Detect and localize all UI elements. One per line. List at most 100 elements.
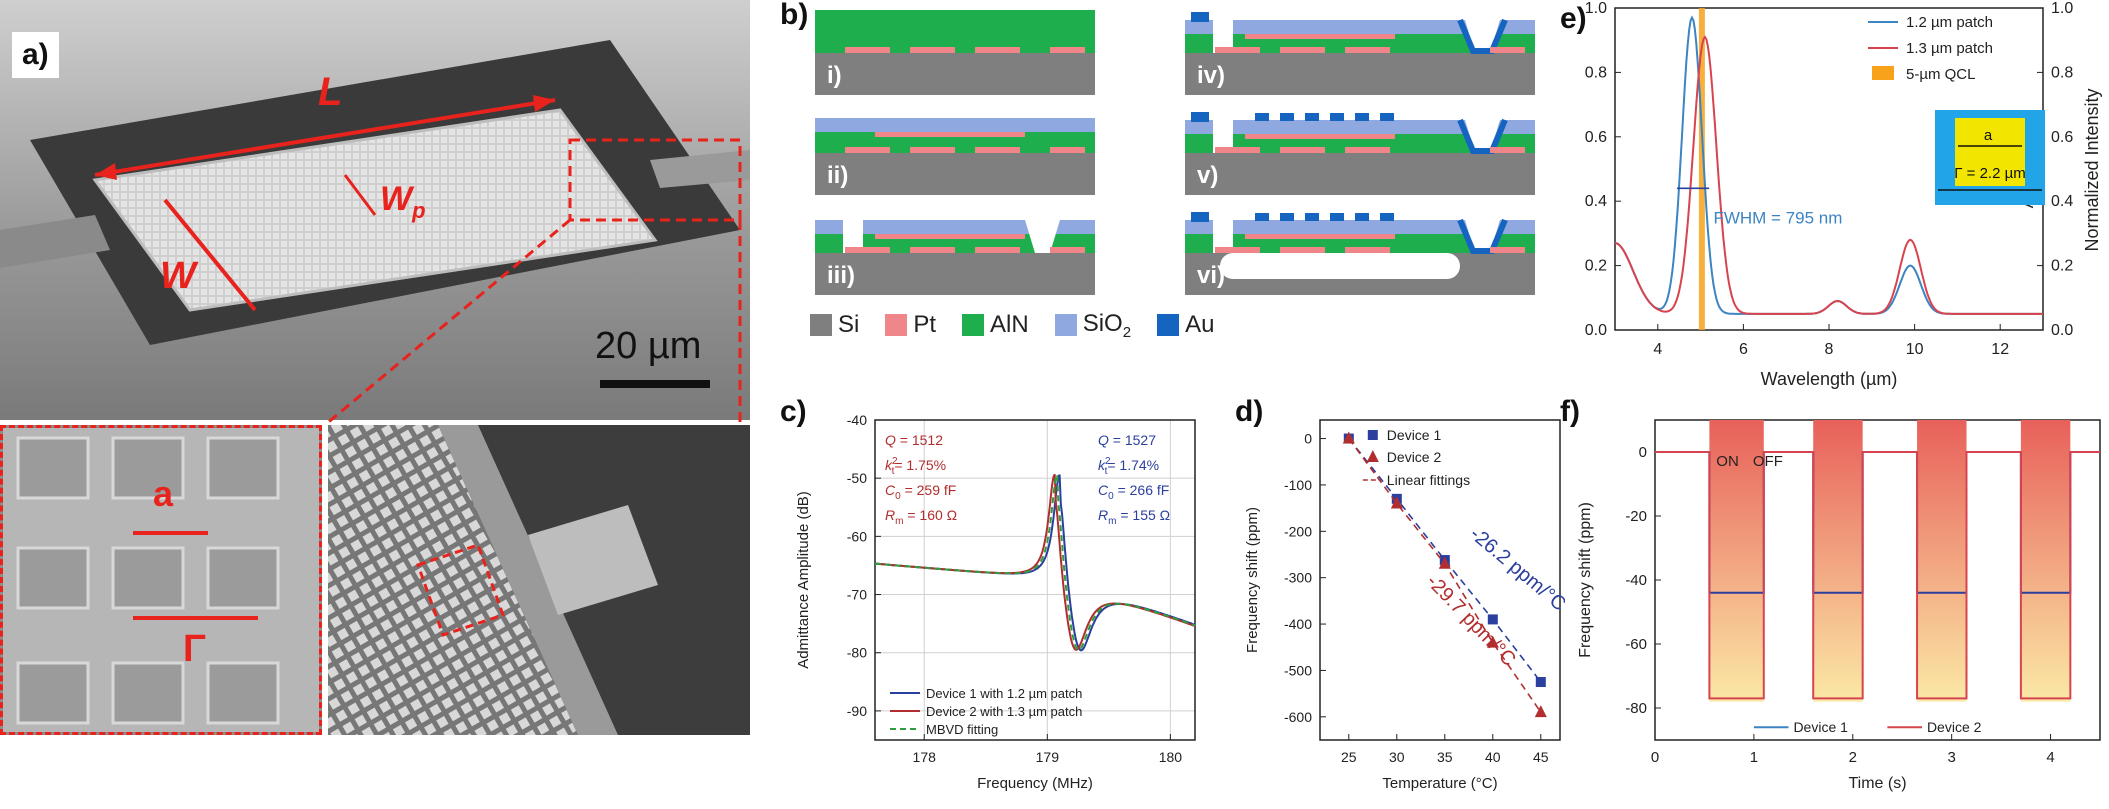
- layer-pt-top: [875, 132, 1025, 137]
- x-tick-label: 10: [1906, 341, 1924, 358]
- process-step-label: i): [827, 62, 842, 89]
- layer-pt-bottom: [1050, 47, 1085, 53]
- legend-label: Au: [1185, 311, 1215, 339]
- annotation-sub: t: [892, 466, 895, 477]
- layer-pt-bottom: [1215, 147, 1260, 153]
- legend-swatch: [1054, 314, 1077, 337]
- process-step-label: vi): [1197, 262, 1225, 289]
- layer-sio2: [815, 118, 1095, 132]
- x-tick-label: 35: [1437, 749, 1453, 765]
- layer-pt-bottom: [1280, 47, 1325, 53]
- inset-a-label: a: [1984, 127, 1993, 144]
- annotation-symbol: k: [1098, 457, 1106, 473]
- au-patch: [1255, 213, 1269, 221]
- x-tick-label: 12: [1991, 341, 2009, 358]
- annotation-sub: t: [1105, 466, 1108, 477]
- y-tick-label: -80: [847, 645, 867, 661]
- annotation-value: = 259 fF: [901, 482, 957, 498]
- annotation-sub: 0: [1108, 491, 1114, 502]
- layer-pt-bottom: [1345, 147, 1390, 153]
- layer-sio2: [1185, 20, 1535, 34]
- chart-temperature: 25 30 35 40 45 0 -100 -200 -300 -400 -500 -600 Tempe…: [1244, 419, 1570, 792]
- y-tick-label: -20: [1625, 508, 1647, 525]
- layer-pt-bottom: [1345, 247, 1390, 253]
- annotation-right-1: k2 t= 1.74%: [1098, 456, 1159, 477]
- au-patch: [1380, 213, 1394, 221]
- legend-item-sio: SiO2: [1054, 310, 1132, 341]
- annotation-right-0: Q = 1527: [1098, 432, 1156, 448]
- release-cavity: [1220, 253, 1460, 279]
- inset-patch: [1955, 118, 2025, 186]
- sem-main-image: L W Wp 20 µm: [0, 0, 750, 420]
- legend-swatch: [885, 314, 908, 337]
- au-patch: [1380, 113, 1394, 121]
- x-tick-label: 25: [1341, 749, 1357, 765]
- label-gamma: Γ: [183, 628, 206, 670]
- y-tick-label: -500: [1284, 662, 1312, 678]
- label-Wp-sub: p: [412, 197, 426, 223]
- au-patch: [1330, 113, 1344, 121]
- on-interval-1: [1709, 420, 1764, 702]
- y-tick-label: -70: [847, 587, 867, 603]
- layer-pt-bottom: [910, 247, 955, 253]
- y2-tick-label: 1.0: [2051, 0, 2073, 17]
- sem-main-drawing: [0, 40, 750, 388]
- y-tick-label: -60: [847, 528, 867, 544]
- panel-f-label: f): [1560, 395, 1580, 428]
- label-W: W: [160, 255, 196, 297]
- y-tick-label: 0: [1639, 444, 1647, 461]
- annotation-symbol: R: [885, 507, 895, 523]
- panel-b-label: b): [780, 0, 809, 31]
- y-tick-label: -40: [1625, 572, 1647, 589]
- annotation-right-2: C0 = 266 fF: [1098, 482, 1169, 502]
- layer-pt-bottom: [845, 147, 890, 153]
- series-line-2: [1655, 451, 2100, 700]
- legend-swatch: [810, 314, 832, 337]
- panel-f: f) 0 1 2 3 4 0 -20 -40 -60 -80 Time (s) Frequency s…: [1560, 395, 2109, 804]
- series-line-2: [874, 473, 1196, 651]
- au-via: [1457, 118, 1508, 154]
- y-tick-label: -60: [1625, 636, 1647, 653]
- legend-item-aln: AlN: [962, 310, 1029, 341]
- y-tick-label: -90: [847, 703, 867, 719]
- trench-left: [1213, 20, 1233, 53]
- sem-zoom-left: a Γ: [0, 425, 322, 735]
- x-tick-label: 40: [1485, 749, 1501, 765]
- legend-label-3: 5-µm QCL: [1906, 66, 1976, 83]
- sem-zoom-right: [328, 425, 750, 735]
- chart-absorption: 4 6 8 10 12 0.0 0.2 0.4 0.6 0.8 1.0 0.0 0.2 0.4 0.6 0.8…: [1585, 0, 2102, 389]
- annotation-value: = 1512: [896, 432, 943, 448]
- annotation-left-2: C0 = 259 fF: [885, 482, 956, 502]
- legend-marker-2: [1366, 450, 1379, 462]
- data-point-device2: [1486, 635, 1499, 648]
- legend-item-si: Si: [810, 310, 859, 341]
- annotation-value: = 1527: [1109, 432, 1156, 448]
- process-step-label: iv): [1197, 62, 1225, 89]
- layer-pt-bottom: [845, 247, 890, 253]
- layer-sio2: [815, 220, 1095, 234]
- process-step-1: i): [815, 10, 1095, 95]
- layer-aln: [815, 10, 1095, 53]
- series-line-3: [874, 470, 1196, 651]
- legend-label-sub: 2: [1122, 323, 1132, 341]
- sem-zoom-right-drawing: [328, 425, 750, 735]
- layer-pt-bottom: [1050, 247, 1085, 253]
- panel-e-label: e): [1560, 2, 1587, 35]
- layer-pt-top: [1245, 234, 1395, 239]
- layer-pt-bottom: [975, 247, 1020, 253]
- legend-label-1: Device 1: [1793, 719, 1848, 735]
- y2-tick-label: 0.2: [2051, 258, 2073, 275]
- process-step-3: iii): [815, 220, 1095, 295]
- x-axis-label: Temperature (°C): [1382, 775, 1497, 792]
- chart-admittance: 178 179 180 -40 -50 -60 -70 -80 -90 Frequency (MH…: [795, 412, 1196, 792]
- layer-sio2: [1185, 220, 1535, 234]
- layer-pt-bottom: [1215, 47, 1260, 53]
- au-patch: [1255, 113, 1269, 121]
- y-tick-label: -400: [1284, 616, 1312, 632]
- au-patch: [1305, 213, 1319, 221]
- layer-pt-bottom: [1490, 47, 1525, 53]
- x-tick-label: 8: [1825, 341, 1834, 358]
- label-Wp: Wp: [380, 180, 426, 224]
- data-point-device2: [1342, 431, 1355, 444]
- process-legend: Si Pt AlN SiO2 Au: [810, 310, 1214, 341]
